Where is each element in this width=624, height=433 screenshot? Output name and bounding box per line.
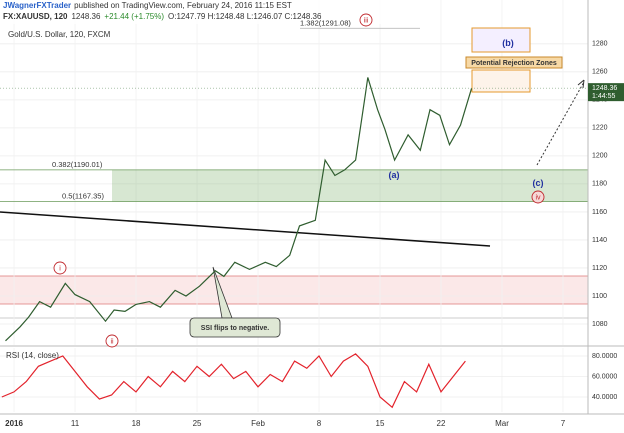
annotation: Potential Rejection Zones — [471, 60, 557, 67]
x-tick-label: 2016 — [5, 419, 23, 428]
header: JWagnerFXTrader published on TradingView.… — [3, 1, 292, 10]
y-tick-label: 60.0000 — [592, 373, 617, 380]
last: 1248.36 — [71, 12, 100, 21]
wave-label: iv — [535, 194, 541, 201]
y-tick-label: 1220 — [592, 125, 608, 132]
plot — [1, 77, 473, 409]
fib-label: 0.5(1167.35) — [62, 192, 104, 201]
wave-circle — [105, 334, 119, 348]
callout-box — [189, 317, 281, 338]
x-tick-label: Mar — [495, 419, 509, 428]
y-tick-label: 1260 — [592, 69, 608, 76]
fib-zone-fill — [112, 169, 588, 202]
rsi-line — [1, 353, 466, 409]
ticker: FX:XAUUSD, 120 1248.36 +21.44 (+1.75%) O:12… — [3, 12, 322, 21]
x-tick-label: 15 — [376, 419, 385, 428]
y-tick-label: 1200 — [592, 153, 608, 160]
x-tick-label: 11 — [71, 419, 80, 428]
y-tick-label: 1140 — [592, 237, 607, 244]
y-tick-label: 1180 — [592, 181, 607, 188]
x-tick-label: 18 — [132, 419, 141, 428]
rsi-title: RSI (14, close) — [6, 351, 59, 360]
wave-label: (a) — [389, 170, 400, 180]
y-tick-label: 1160 — [592, 209, 607, 216]
change: +21.44 (+1.75%) — [104, 12, 164, 21]
y-tick-label: 40.0000 — [592, 394, 617, 401]
wave-circle — [359, 13, 373, 27]
wave-label: ii — [110, 338, 114, 345]
y-tick-label: 1080 — [592, 321, 608, 328]
fib-zone — [0, 27, 588, 203]
target-box — [471, 69, 531, 93]
fib-label: 1.382(1291.08) — [300, 18, 351, 27]
y-tick-label: 1280 — [592, 41, 608, 48]
wave-label: (b) — [502, 38, 514, 48]
price-tag-bg — [588, 83, 624, 102]
wave-label: (c) — [533, 178, 544, 188]
trend-line — [0, 211, 491, 247]
chart-title: Gold/U.S. Dollar, 120, FXCM — [8, 30, 111, 39]
wave-label: iii — [364, 17, 369, 24]
wave-label: i — [59, 265, 61, 272]
price-tag: 1248.36 — [592, 85, 617, 92]
y-tick-label: 1100 — [592, 293, 607, 300]
x-tick-label: 8 — [317, 419, 322, 428]
symbol: FX:XAUUSD, 120 — [3, 12, 68, 21]
annotation-box — [465, 56, 563, 69]
ohlc: O:1247.79 H:1248.48 L:1246.07 C:1248.36 — [168, 12, 322, 21]
countdown: 1:44:55 — [592, 93, 615, 100]
x-tick-label: 22 — [437, 419, 446, 428]
grid — [0, 0, 588, 412]
price-line — [5, 77, 473, 342]
header-bg — [0, 0, 400, 24]
arrow-head — [577, 79, 585, 89]
author[interactable]: JWagnerFXTrader — [3, 1, 71, 10]
annotation: SSI flips to negative. — [201, 325, 270, 332]
x-tick-label: 7 — [561, 419, 566, 428]
y-tick-label: 1120 — [592, 265, 607, 272]
wave-circle — [53, 261, 67, 275]
support-zone — [0, 276, 588, 304]
x-tick-label: Feb — [251, 419, 265, 428]
target-box — [471, 27, 531, 53]
wave-circle — [531, 190, 545, 204]
x-tick-label: 25 — [193, 419, 202, 428]
fib-label: 0.382(1190.01) — [52, 160, 103, 169]
published: published on TradingView.com, February 2… — [74, 1, 292, 10]
y-tick-label: 80.0000 — [592, 353, 617, 360]
